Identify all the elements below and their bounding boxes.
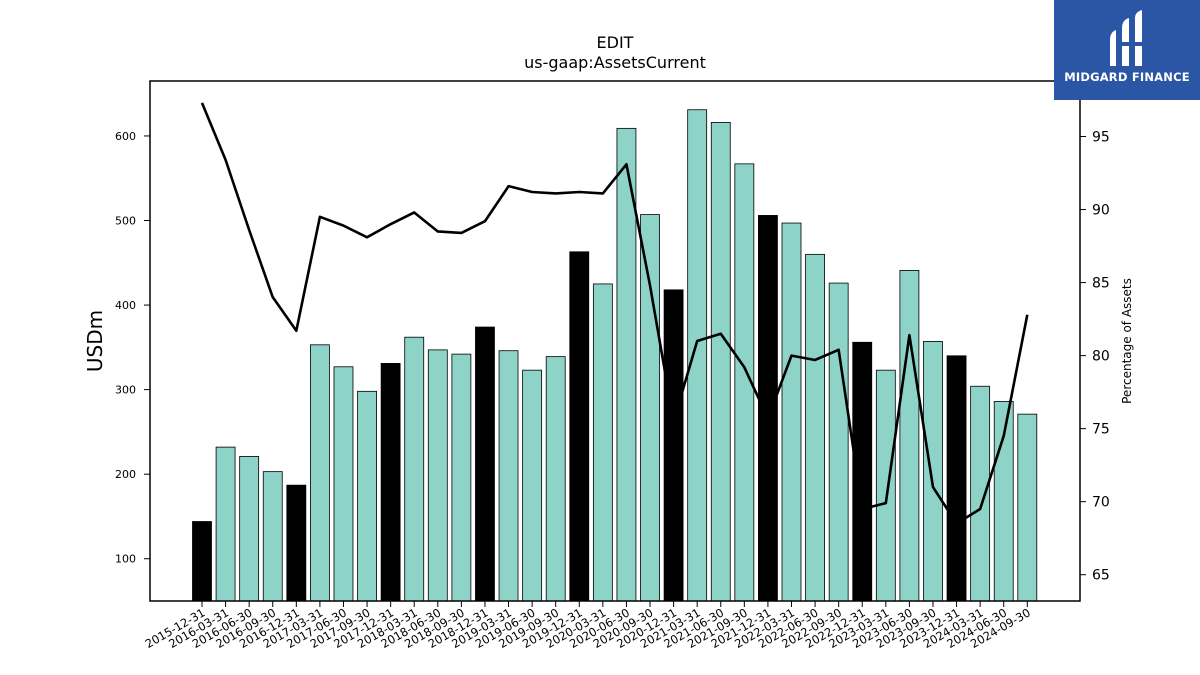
bar bbox=[946, 355, 967, 602]
left-axis: 100 200 300 400 500 600 bbox=[115, 130, 150, 566]
bar bbox=[758, 215, 778, 602]
bar bbox=[286, 484, 307, 602]
line-layer bbox=[200, 102, 1029, 525]
bar bbox=[357, 390, 377, 602]
bar bbox=[262, 471, 283, 602]
bar bbox=[687, 109, 708, 602]
bar bbox=[592, 283, 613, 602]
bar bbox=[640, 214, 660, 602]
bar bbox=[781, 222, 802, 602]
brand-logo: MIDGARD FINANCE bbox=[1054, 0, 1200, 100]
logo-text: MIDGARD FINANCE bbox=[1064, 70, 1190, 84]
bar bbox=[309, 344, 330, 602]
percentage-line bbox=[200, 102, 1029, 525]
bar bbox=[333, 366, 354, 602]
bar bbox=[1017, 413, 1038, 602]
bar bbox=[545, 356, 566, 602]
y2-tick-label: 95 bbox=[1092, 130, 1110, 146]
y2-tick-label: 85 bbox=[1092, 276, 1110, 292]
y2-tick-label: 65 bbox=[1092, 568, 1110, 584]
y-tick-label: 500 bbox=[115, 215, 136, 228]
y-axis-label: USDm bbox=[83, 310, 107, 372]
bar bbox=[239, 456, 260, 602]
bar bbox=[451, 353, 472, 602]
chart-title: EDIT bbox=[597, 33, 634, 52]
bar bbox=[380, 363, 401, 602]
bar bbox=[828, 282, 849, 602]
bar bbox=[498, 350, 519, 602]
bar bbox=[475, 326, 495, 602]
y-tick-label: 200 bbox=[115, 468, 136, 481]
bar bbox=[215, 446, 236, 602]
y-tick-label: 300 bbox=[115, 384, 136, 397]
y-tick-label: 600 bbox=[115, 130, 136, 143]
right-axis: 65 70 75 80 85 90 95 bbox=[1080, 130, 1110, 584]
bar bbox=[923, 341, 943, 602]
bar bbox=[192, 521, 212, 602]
bar bbox=[899, 269, 920, 602]
logo-mark-icon bbox=[1110, 10, 1142, 66]
bar bbox=[875, 369, 896, 602]
bar bbox=[805, 253, 825, 602]
bar bbox=[710, 122, 731, 602]
bar bbox=[569, 251, 590, 602]
x-axis: 2015-12-312016-03-312016-06-302016-09-30… bbox=[143, 601, 1033, 651]
plot-frame bbox=[149, 80, 1081, 602]
bar bbox=[427, 349, 448, 602]
y2-tick-label: 70 bbox=[1092, 495, 1110, 511]
y2-tick-label: 80 bbox=[1092, 349, 1110, 365]
bar bbox=[970, 385, 991, 602]
y2-tick-label: 90 bbox=[1092, 203, 1110, 219]
y2-tick-label: 75 bbox=[1092, 422, 1110, 438]
y2-axis-label: Percentage of Assets bbox=[1120, 278, 1134, 404]
bar bbox=[663, 289, 684, 602]
y-tick-label: 100 bbox=[115, 553, 136, 566]
chart-subtitle: us-gaap:AssetsCurrent bbox=[524, 53, 706, 72]
bar bbox=[522, 369, 543, 602]
bar bbox=[404, 336, 425, 602]
bars-layer bbox=[192, 109, 1038, 602]
y-tick-label: 400 bbox=[115, 299, 136, 312]
